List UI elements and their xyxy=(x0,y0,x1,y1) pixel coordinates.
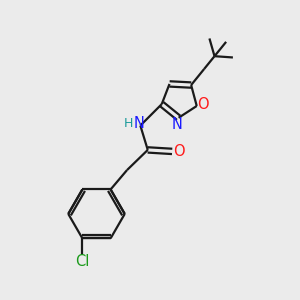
Text: O: O xyxy=(197,97,209,112)
Text: N: N xyxy=(172,117,182,132)
Text: H: H xyxy=(124,117,133,130)
Text: O: O xyxy=(173,144,184,159)
Text: Cl: Cl xyxy=(75,254,90,269)
Text: N: N xyxy=(134,116,144,131)
